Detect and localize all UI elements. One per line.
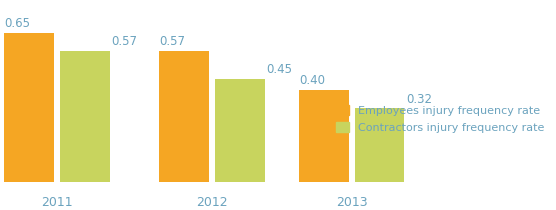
Bar — [355, 108, 404, 182]
Bar — [299, 90, 349, 182]
Bar — [215, 79, 265, 182]
Text: 0.40: 0.40 — [299, 74, 325, 87]
Text: 0.57: 0.57 — [160, 35, 185, 48]
Text: 0.45: 0.45 — [266, 63, 292, 76]
Text: 2012: 2012 — [196, 196, 228, 209]
Bar — [160, 51, 209, 182]
Text: 2013: 2013 — [336, 196, 368, 209]
Text: 2011: 2011 — [41, 196, 73, 209]
Bar — [4, 33, 54, 182]
Text: 0.57: 0.57 — [111, 35, 137, 48]
Bar — [60, 51, 110, 182]
Text: 0.32: 0.32 — [406, 93, 432, 106]
Legend: Employees injury frequency rate, Contractors injury frequency rate: Employees injury frequency rate, Contrac… — [332, 102, 548, 136]
Text: 0.65: 0.65 — [4, 17, 31, 30]
